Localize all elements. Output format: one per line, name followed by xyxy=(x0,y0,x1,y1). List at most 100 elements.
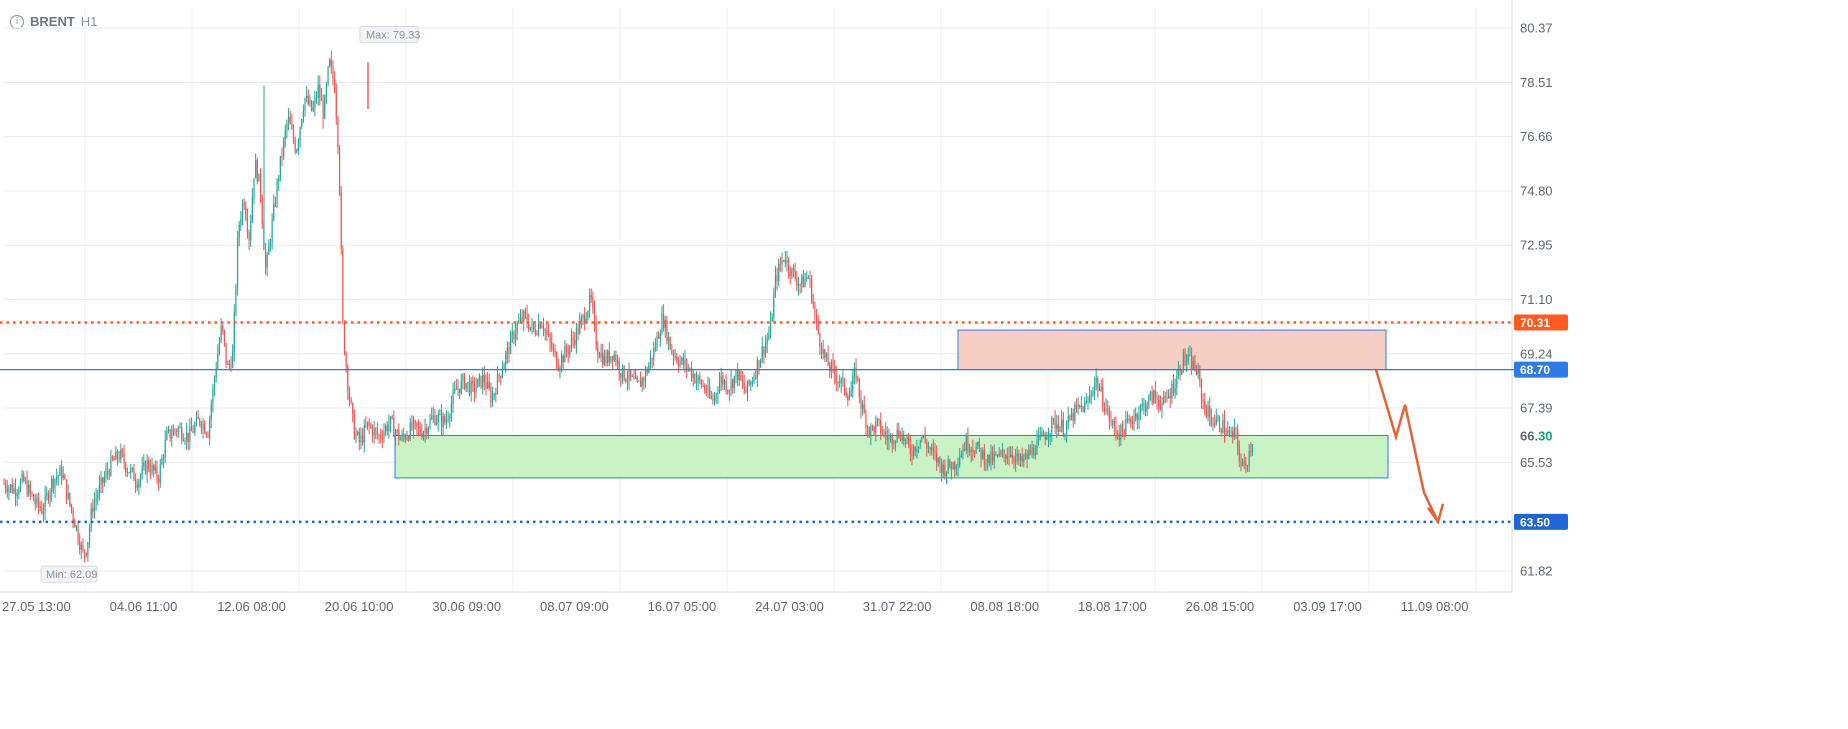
candle-body xyxy=(607,351,609,364)
candle-body xyxy=(1228,430,1231,433)
candle-body xyxy=(1161,402,1163,409)
candle-body xyxy=(597,347,599,355)
candle-body xyxy=(1148,396,1150,406)
candle-body xyxy=(1023,457,1025,462)
candle-body xyxy=(1153,390,1155,403)
candle-body xyxy=(936,452,938,463)
candle-body xyxy=(491,395,494,403)
candle-body xyxy=(131,467,133,469)
x-axis: 27.05 13:00 04.06 11:00 12.06 08:00 20.06 1… xyxy=(2,599,1469,614)
candle-body xyxy=(309,100,311,105)
candle-body xyxy=(519,317,522,321)
candle-body xyxy=(950,466,953,470)
candle-body xyxy=(964,449,966,451)
candle-body xyxy=(79,541,81,550)
candle-body xyxy=(383,431,385,439)
candle-body xyxy=(324,97,326,119)
candle-body xyxy=(177,427,179,432)
candle-body xyxy=(281,155,283,157)
candle-body xyxy=(401,434,403,440)
candle-body xyxy=(269,241,272,247)
candle-body xyxy=(1251,444,1254,452)
candle-body xyxy=(554,349,556,353)
candle-body xyxy=(998,452,1000,457)
candle-body xyxy=(1047,437,1050,439)
candle-body xyxy=(888,437,890,441)
candle-body xyxy=(605,355,607,364)
candle-body xyxy=(786,259,788,264)
candle-body xyxy=(33,494,35,501)
candle-body xyxy=(570,338,573,346)
candle-body xyxy=(1080,406,1082,408)
candle-body xyxy=(806,278,808,280)
candle-body xyxy=(924,436,926,443)
candle-body xyxy=(995,453,997,455)
candle-body xyxy=(52,478,54,488)
candle-body xyxy=(306,95,308,99)
candle-body xyxy=(848,396,851,400)
candle-body xyxy=(388,424,390,432)
candle-body xyxy=(54,479,56,488)
candle-body xyxy=(508,347,510,354)
candle-body xyxy=(718,382,721,393)
candle-body xyxy=(1089,395,1091,402)
candle-body xyxy=(88,527,91,543)
candle-body xyxy=(47,493,50,501)
candle-body xyxy=(1169,395,1171,399)
candle-body xyxy=(533,324,535,330)
candle-body xyxy=(355,434,357,439)
candle-body xyxy=(669,337,671,350)
price-levels: 70.31 68.70 63.50 xyxy=(0,314,1568,530)
candle-body xyxy=(107,470,109,473)
candle-body xyxy=(141,466,143,476)
candle-body xyxy=(1098,389,1101,391)
x-tick-label: 18.08 17:00 xyxy=(1078,599,1147,614)
candle-body xyxy=(1084,402,1086,413)
candle-body xyxy=(575,328,578,345)
candle-body xyxy=(1090,394,1092,396)
candle-body xyxy=(398,429,400,440)
projection-arrowhead xyxy=(1426,503,1445,525)
candle-body xyxy=(641,378,643,387)
candle-body xyxy=(631,376,633,378)
candle-body xyxy=(139,475,142,482)
candle-body xyxy=(1166,397,1168,399)
candle-body xyxy=(955,466,957,470)
candle-body xyxy=(825,354,828,358)
candle-body xyxy=(1164,396,1166,398)
candle-body xyxy=(414,420,416,423)
candle-body xyxy=(883,431,885,434)
candle-body xyxy=(1149,392,1152,397)
candle-body xyxy=(975,446,977,454)
candle-body xyxy=(743,382,745,391)
candle-body xyxy=(189,427,191,442)
candle-body xyxy=(1075,405,1078,407)
candle-body xyxy=(365,425,367,427)
candle-body xyxy=(158,478,160,483)
candle-body xyxy=(386,425,388,432)
candle-body xyxy=(666,319,668,342)
candle-body xyxy=(232,352,234,368)
candle-body xyxy=(1177,368,1180,377)
candle-body xyxy=(59,467,61,476)
candle-body xyxy=(990,451,992,464)
candle-body xyxy=(389,416,392,425)
candle-body xyxy=(580,317,582,322)
candle-body xyxy=(1046,437,1048,440)
candle-body xyxy=(1036,439,1038,455)
candle-body xyxy=(223,330,226,343)
candle-body xyxy=(534,329,536,334)
level-badge xyxy=(1514,513,1568,530)
candle-body xyxy=(465,383,467,389)
candle-body xyxy=(1140,406,1142,415)
candle-body xyxy=(409,422,411,440)
candle-body xyxy=(572,338,574,341)
candle-body xyxy=(28,484,30,495)
candle-body xyxy=(768,334,770,339)
candle-body xyxy=(1019,455,1022,461)
candle-body xyxy=(1029,450,1032,455)
candle-body xyxy=(176,430,178,432)
candle-body xyxy=(1184,351,1186,363)
candle-body xyxy=(1232,431,1234,437)
